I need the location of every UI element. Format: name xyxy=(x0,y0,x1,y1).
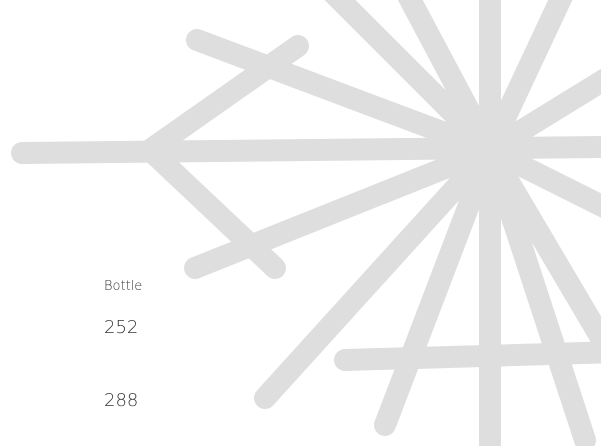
snowflake-decoration xyxy=(0,0,601,446)
item-value: 252 xyxy=(104,317,138,338)
item-label: Bottle xyxy=(104,279,142,294)
page: Bottle 252 288 (() => { const data = JSO… xyxy=(0,0,601,446)
item-value: 288 xyxy=(104,390,138,411)
crossbar xyxy=(345,352,601,360)
